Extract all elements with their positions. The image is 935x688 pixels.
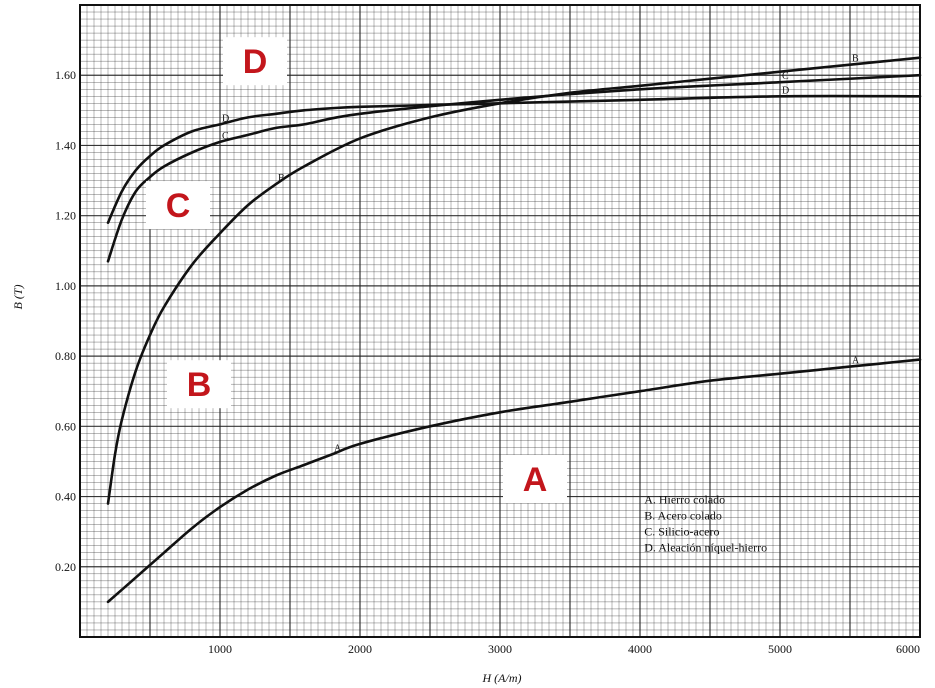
curve-marker-a: A — [852, 356, 860, 367]
y-tick-label: 0.80 — [55, 349, 76, 363]
x-axis-label: H (A/m) — [482, 671, 522, 685]
curve-a — [106, 358, 922, 604]
curve-c — [106, 73, 922, 263]
x-axis-ticks: 1000 2000 3000 4000 5000 6000 — [208, 642, 920, 656]
curve-marker-b: B — [852, 54, 859, 65]
x-tick-label: 6000 — [896, 642, 920, 656]
curves — [106, 56, 922, 604]
y-tick-label: 0.60 — [55, 419, 76, 433]
y-axis-ticks: 0.20 0.40 0.60 0.80 1.00 1.20 1.40 1.60 — [55, 68, 76, 574]
legend-entry: A. Hierro colado — [644, 493, 725, 507]
y-tick-label: 1.60 — [55, 68, 76, 82]
big-label-d: D — [243, 43, 268, 81]
legend-entry: C. Silicio-acero — [644, 525, 719, 539]
y-tick-label: 1.40 — [55, 138, 76, 152]
y-tick-label: 0.20 — [55, 560, 76, 574]
x-tick-label: 1000 — [208, 642, 232, 656]
x-tick-label: 4000 — [628, 642, 652, 656]
plot-frame — [79, 4, 921, 638]
big-label-box — [146, 181, 210, 230]
legend: A. Hierro colado B. Acero colado C. Silici… — [644, 493, 767, 555]
curve-marker-c: C — [782, 71, 789, 82]
x-tick-label: 2000 — [348, 642, 372, 656]
big-label-b: B — [187, 366, 212, 404]
big-label-c: C — [166, 187, 191, 225]
legend-entry: B. Acero colado — [644, 509, 722, 523]
y-tick-label: 1.20 — [55, 209, 76, 223]
y-tick-label: 0.40 — [55, 490, 76, 504]
big-label-box — [503, 455, 567, 503]
legend-entry: D. Aleación níquel-hierro — [644, 541, 767, 555]
big-label-box — [223, 37, 287, 86]
big-label-box — [167, 360, 231, 409]
y-axis-label: B (T) — [11, 285, 25, 310]
x-tick-label: 5000 — [768, 642, 792, 656]
curve-marker-a: A — [334, 443, 342, 454]
big-label-a: A — [523, 461, 548, 499]
curve-marker-d: D — [222, 113, 229, 124]
curve-d — [106, 94, 922, 224]
curve-b — [106, 56, 922, 505]
curve-marker-b: B — [278, 173, 285, 184]
y-tick-label: 1.00 — [55, 279, 76, 293]
curve-marker-d: D — [782, 85, 789, 96]
curve-marker-c: C — [222, 131, 229, 142]
x-tick-label: 3000 — [488, 642, 512, 656]
